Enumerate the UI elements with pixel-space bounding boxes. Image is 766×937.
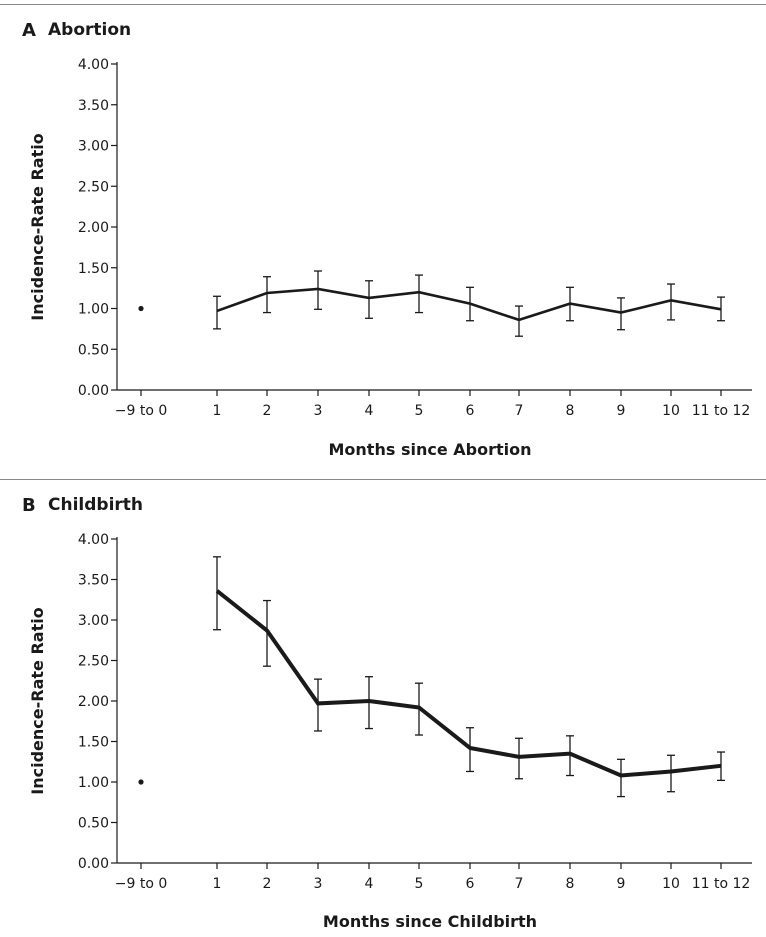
x-tick-label: 11 to 12 — [692, 403, 751, 419]
x-axis-title: Months since Childbirth — [323, 912, 537, 931]
panel-b-title: Childbirth — [48, 495, 144, 515]
y-tick-label: 1.00 — [78, 775, 109, 791]
x-tick-label: 5 — [415, 876, 424, 892]
y-tick-label: 4.00 — [78, 532, 109, 548]
y-tick-label: 3.50 — [78, 98, 109, 114]
x-tick-label: 10 — [662, 403, 680, 419]
panel-a-letter: A — [22, 20, 36, 41]
y-tick-label: 1.50 — [78, 261, 109, 277]
childbirth-chart: 0.00 0.50 1.00 1.50 2.00 2.50 3.00 3.50 4.00 −9 t… — [28, 532, 752, 931]
x-tick-label: 6 — [466, 403, 475, 419]
x-tick-label: 2 — [263, 876, 272, 892]
y-axis-title: Incidence-Rate Ratio — [28, 133, 47, 320]
y-tick-label: 0.50 — [78, 816, 109, 832]
y-tick-label: 0.00 — [78, 856, 109, 872]
y-tick-label: 2.50 — [78, 179, 109, 195]
y-tick-label: 0.00 — [78, 383, 109, 399]
abortion-chart: 0.00 0.50 1.00 1.50 2.00 2.50 3.00 3.50 4.00 −9 t… — [28, 57, 752, 459]
x-tick-label: 7 — [515, 403, 524, 419]
y-tick-label: 3.00 — [78, 139, 109, 155]
x-tick-label: 3 — [314, 403, 323, 419]
reference-point — [138, 305, 144, 312]
x-tick-label: 7 — [515, 876, 524, 892]
x-tick-label: 8 — [566, 403, 575, 419]
x-axis-title: Months since Abortion — [329, 440, 532, 459]
x-tick-label: 2 — [263, 403, 272, 419]
x-tick-label: 5 — [415, 403, 424, 419]
panel-a-title: Abortion — [48, 20, 132, 40]
y-tick-label: 1.00 — [78, 302, 109, 318]
y-tick-label: 2.50 — [78, 654, 109, 670]
reference-point — [138, 779, 144, 785]
x-tick-label: 10 — [662, 876, 680, 892]
x-tick-label: 9 — [617, 876, 626, 892]
panel-b-letter: B — [22, 495, 36, 516]
x-tick-label: −9 to 0 — [115, 403, 168, 419]
y-tick-label: 2.00 — [78, 694, 109, 710]
x-tick-label: 4 — [365, 876, 374, 892]
y-axis-title: Incidence-Rate Ratio — [28, 607, 47, 794]
top-divider — [0, 4, 766, 5]
panel-divider — [0, 479, 766, 480]
y-tick-label: 4.00 — [78, 57, 109, 73]
x-tick-label: 1 — [213, 876, 222, 892]
y-tick-label: 1.50 — [78, 735, 109, 751]
y-tick-label: 3.00 — [78, 613, 109, 629]
series-line — [216, 287, 722, 322]
y-tick-label: 2.00 — [78, 220, 109, 236]
y-tick-label: 3.50 — [78, 573, 109, 589]
x-tick-label: −9 to 0 — [115, 876, 168, 892]
x-tick-label: 6 — [466, 876, 475, 892]
series-line — [215, 589, 722, 778]
x-tick-label: 8 — [566, 876, 575, 892]
y-tick-label: 0.50 — [78, 342, 109, 358]
x-tick-label: 3 — [314, 876, 323, 892]
x-tick-label: 9 — [617, 403, 626, 419]
x-tick-label: 11 to 12 — [692, 876, 751, 892]
x-tick-label: 1 — [213, 403, 222, 419]
x-tick-label: 4 — [365, 403, 374, 419]
